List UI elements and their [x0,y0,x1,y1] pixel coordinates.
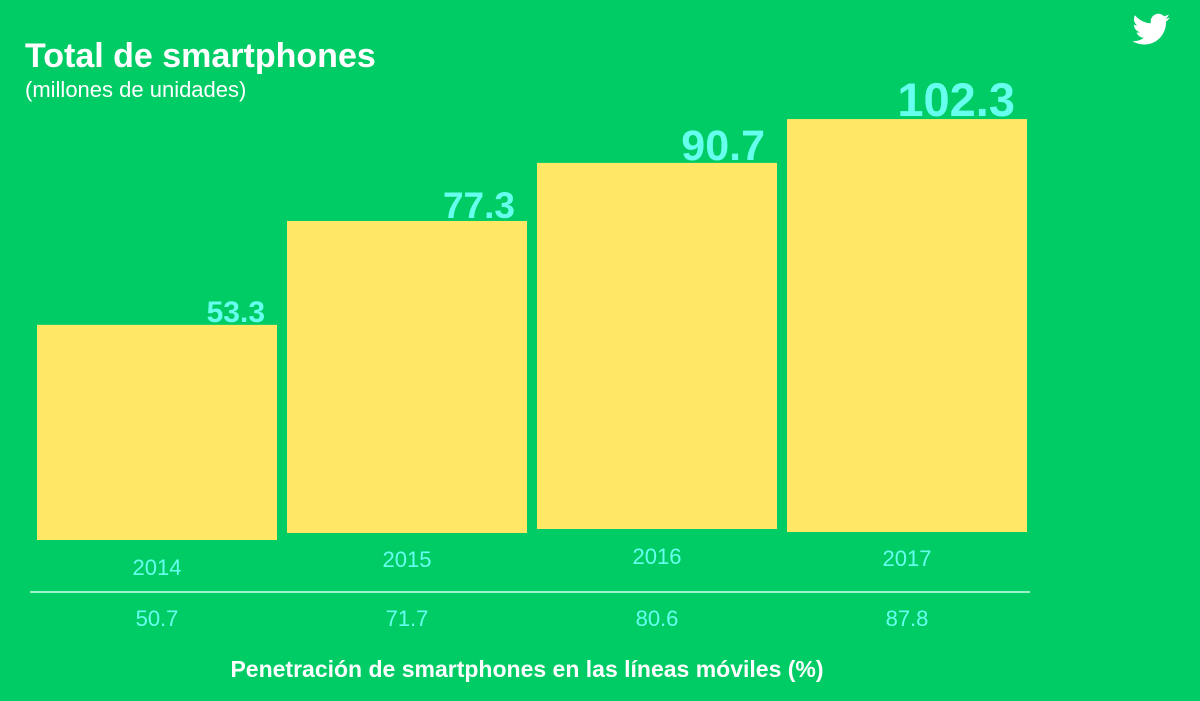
bar-2016 [537,162,777,529]
value-labels-group: 53.3 77.3 90.7 102.3 [207,73,1015,329]
year-label-2015: 2015 [383,547,432,572]
penetration-value-2017: 87.8 [886,606,929,631]
chart-subtitle: (millones de unidades) [25,77,246,102]
value-label-2017: 102.3 [897,73,1015,126]
bar-2017 [787,119,1027,532]
year-labels-group: 2014 2015 2016 2017 [133,544,932,580]
year-label-2017: 2017 [883,546,932,571]
penetration-value-2014: 50.7 [136,606,179,631]
twitter-bird-icon [1132,13,1170,45]
year-label-2016: 2016 [633,544,682,569]
value-label-2016: 90.7 [681,122,765,170]
penetration-value-2016: 80.6 [636,606,679,631]
bar-2015 [287,220,527,534]
penetration-caption: Penetración de smartphones en las líneas… [230,656,823,682]
year-label-2014: 2014 [133,555,182,580]
value-label-2014: 53.3 [207,296,265,329]
bar-2014 [37,324,277,540]
chart-title: Total de smartphones [25,37,376,75]
bars-group [37,119,1027,540]
value-label-2015: 77.3 [443,185,515,226]
penetration-value-2015: 71.7 [386,606,429,631]
penetration-labels-group: 50.7 71.7 80.6 87.8 [136,606,929,631]
